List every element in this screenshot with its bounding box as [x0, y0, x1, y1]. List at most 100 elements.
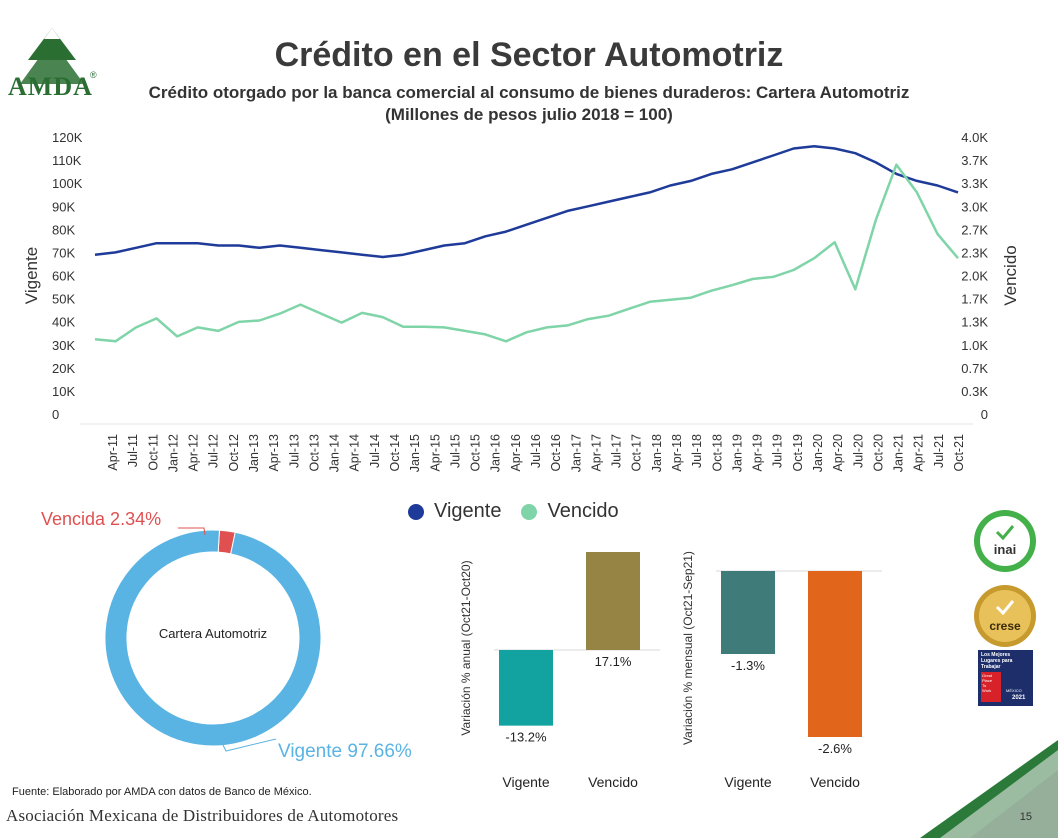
organization-name: Asociación Mexicana de Distribuidores de… [6, 806, 399, 825]
x-tick-label: Jul-17 [610, 434, 624, 468]
bar-data-label: -13.2% [505, 730, 547, 745]
donut-slice-vigente [104, 529, 322, 747]
amda-logo: AMDA ® [6, 26, 98, 101]
left-tick-label: 100K [52, 176, 83, 191]
right-tick-label: 1.7K [961, 292, 988, 307]
bar-category-label: Vigente [502, 774, 549, 790]
right-tick-label: 2.3K [961, 245, 988, 260]
check-icon [995, 525, 1015, 540]
chart-legend: Vigente Vencido [408, 500, 639, 523]
inai-label: inai [993, 542, 1017, 557]
gptw-badge: Los Mejores Lugares para Trabajar Great … [978, 650, 1033, 706]
gptw-country: MÉXICO [1006, 688, 1022, 693]
bar-data-label: -2.6% [818, 741, 852, 756]
x-tick-label: Apr-17 [589, 434, 603, 472]
right-tick-label: 0.7K [961, 361, 988, 376]
mountain-icon [20, 28, 84, 84]
x-tick-label: Jul-14 [368, 434, 382, 468]
right-tick-label: 3.7K [961, 153, 988, 168]
subtitle-line-1: Crédito otorgado por la banca comercial … [148, 83, 910, 102]
x-tick-label: Apr-14 [348, 434, 362, 472]
right-tick-label: 2.0K [961, 269, 988, 284]
x-tick-label: Oct-17 [630, 434, 644, 472]
x-tick-label: Apr-20 [831, 434, 845, 472]
x-tick-label: Oct-20 [871, 434, 885, 472]
right-tick-label: 0.3K [961, 384, 988, 399]
bar-data-label: 17.1% [595, 654, 632, 669]
donut-label-vigente: Vigente 97.66% [278, 741, 412, 762]
x-tick-label: Jul-12 [207, 434, 221, 468]
legend-item-vencido: Vencido [521, 500, 619, 523]
logo-text: AMDA [8, 72, 93, 101]
inai-badge: inai [974, 510, 1036, 572]
left-tick-label: 10K [52, 384, 75, 399]
bar-vigente [721, 571, 775, 654]
subtitle-line-2: (Millones de pesos julio 2018 = 100) [385, 105, 673, 124]
x-tick-label: Jul-16 [529, 434, 543, 468]
x-tick-label: Jan-21 [892, 434, 906, 472]
legend-label-vigente: Vigente [434, 500, 502, 522]
check-icon [995, 600, 1015, 615]
x-tick-label: Apr-21 [912, 434, 926, 472]
gptw-mark: Great Place To Work [981, 672, 1001, 702]
legend-item-vigente: Vigente [408, 500, 501, 523]
x-tick-label: Oct-15 [469, 434, 483, 472]
x-tick-label: Oct-12 [227, 434, 241, 472]
left-tick-label: 20K [52, 361, 75, 376]
x-tick-label: Jan-15 [408, 434, 422, 472]
donut-center-label: Cartera Automotriz [159, 626, 267, 641]
crese-badge: crese [974, 585, 1036, 647]
x-tick-label: Oct-21 [952, 434, 966, 472]
x-tick-label: Jan-20 [811, 434, 825, 472]
left-tick-label: 30K [52, 338, 75, 353]
donut-leader-line-vencida [178, 527, 206, 536]
bar-category-label: Vencido [588, 774, 638, 790]
x-tick-label: Apr-18 [670, 434, 684, 472]
donut-leader-line-vigente [221, 738, 277, 752]
series-line-vigente [94, 144, 959, 259]
page-title: Crédito en el Sector Automotriz [274, 36, 784, 74]
series-line-vencido [94, 163, 959, 343]
line-chart: 0 10K 20K 30K 40K 50K 60K 70K 80K 90K 100K 110K 120K… [22, 130, 1020, 472]
x-tick-label: Jan-13 [247, 434, 261, 472]
x-tick-label: Jul-18 [690, 434, 704, 468]
corner-decoration [920, 740, 1058, 838]
left-tick-label: 110K [52, 153, 82, 168]
right-tick-label: 1.3K [961, 315, 988, 330]
x-tick-label: Jul-21 [932, 434, 946, 468]
source-note: Fuente: Elaborado por AMDA con datos de … [12, 786, 312, 798]
x-tick-label: Jul-11 [126, 434, 140, 467]
gptw-heading: Los Mejores Lugares para Trabajar [981, 652, 1013, 670]
donut-chart: Cartera Automotriz Vencida 2.34% Vigente 9… [41, 509, 412, 762]
y-axis-label-right: Vencido [1001, 245, 1020, 306]
left-tick-label: 40K [52, 315, 75, 330]
x-tick-label: Jul-20 [851, 434, 865, 468]
crese-label: crese [989, 619, 1021, 633]
left-tick-label: 0 [52, 407, 59, 422]
legend-dot-vencido [521, 503, 538, 520]
x-tick-label: Apr-15 [428, 434, 442, 472]
x-tick-label: Jan-19 [730, 434, 744, 472]
right-tick-label: 1.0K [961, 338, 988, 353]
bar-y-axis-label: Variación % mensual (Oct21-Sep21) [681, 551, 695, 745]
x-tick-label: Apr-19 [751, 434, 765, 472]
x-tick-label: Oct-11 [146, 434, 160, 471]
logo-registered: ® [90, 70, 97, 80]
left-tick-label: 60K [52, 269, 75, 284]
x-tick-label: Jan-17 [569, 434, 583, 472]
x-tick-label: Jul-19 [771, 434, 785, 468]
x-tick-label: Jan-14 [328, 434, 342, 472]
left-tick-label: 50K [52, 292, 75, 307]
x-tick-label: Apr-12 [187, 434, 201, 472]
x-tick-label: Oct-14 [388, 434, 402, 472]
x-tick-label: Apr-13 [267, 434, 281, 472]
x-tick-label: Jan-12 [166, 434, 180, 472]
right-tick-label: 0 [981, 407, 988, 422]
right-tick-label: 4.0K [961, 130, 988, 145]
x-tick-label: Oct-18 [710, 434, 724, 472]
bar-vigente [499, 650, 553, 726]
bar-chart-monthly: Variación % mensual (Oct21-Sep21) -1.3% Vi… [681, 551, 882, 790]
x-tick-label: Oct-19 [791, 434, 805, 472]
bar-category-label: Vencido [810, 774, 860, 790]
y-axis-label-left: Vigente [22, 247, 41, 304]
